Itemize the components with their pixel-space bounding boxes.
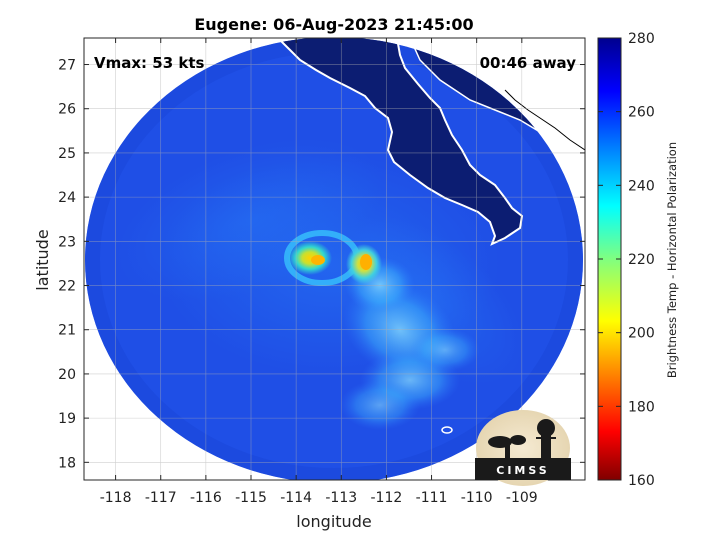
x-tick-label: -116 xyxy=(190,490,222,506)
y-axis-ticks: 27 26 25 24 23 22 21 20 19 18 xyxy=(58,58,585,471)
x-tick-label: -113 xyxy=(325,490,357,506)
y-tick-label: 27 xyxy=(58,58,76,74)
logo-text: CIMSS xyxy=(496,464,549,477)
figure-title: Eugene: 06-Aug-2023 21:45:00 xyxy=(194,15,473,34)
y-tick-label: 20 xyxy=(58,367,76,383)
land-mass xyxy=(278,38,522,244)
x-tick-label: -112 xyxy=(371,490,403,506)
x-tick-label: -109 xyxy=(506,490,538,506)
y-axis-label: latitude xyxy=(33,229,52,290)
y-tick-label: 19 xyxy=(58,411,76,427)
y-tick-label: 18 xyxy=(58,455,76,471)
coastline xyxy=(277,38,524,246)
colorbar-tick-label: 220 xyxy=(628,252,655,268)
y-tick-label: 21 xyxy=(58,323,76,339)
colorbar-tick-label: 180 xyxy=(628,399,655,415)
axes-frame xyxy=(83,37,586,481)
x-tick-label: -118 xyxy=(100,490,132,506)
y-tick-label: 26 xyxy=(58,102,76,118)
y-tick-label: 25 xyxy=(58,146,76,162)
colorbar-label: Brightness Temp - Horizontal Polarizatio… xyxy=(665,142,679,378)
x-tick-label: -117 xyxy=(145,490,177,506)
x-axis-label: longitude xyxy=(296,512,371,531)
colorbar-tick-label: 240 xyxy=(628,178,655,194)
x-tick-label: -111 xyxy=(416,490,448,506)
satellite-swath xyxy=(85,38,585,480)
vmax-label: Vmax: 53 kts xyxy=(94,54,204,72)
colorbar-tick-label: 260 xyxy=(628,105,655,121)
y-tick-label: 22 xyxy=(58,279,76,295)
y-tick-label: 23 xyxy=(58,234,76,250)
x-tick-label: -114 xyxy=(280,490,312,506)
colorbar-tick-label: 160 xyxy=(628,473,655,489)
cimss-logo: CIMSS xyxy=(475,410,571,486)
colorbar-tick-label: 200 xyxy=(628,326,655,342)
x-axis-ticks: -118 -117 -116 -115 -114 -113 -112 -111 -110 -109 xyxy=(100,38,538,506)
y-tick-label: 24 xyxy=(58,190,76,206)
colorbar-ticks: 280 260 240 220 200 180 160 xyxy=(598,31,655,489)
x-tick-label: -110 xyxy=(461,490,493,506)
time-away-label: 00:46 away xyxy=(480,54,577,72)
gridlines xyxy=(84,38,585,480)
colorbar-tick-label: 280 xyxy=(628,31,655,47)
eyewall-convection-west xyxy=(288,241,332,275)
x-tick-label: -115 xyxy=(235,490,267,506)
